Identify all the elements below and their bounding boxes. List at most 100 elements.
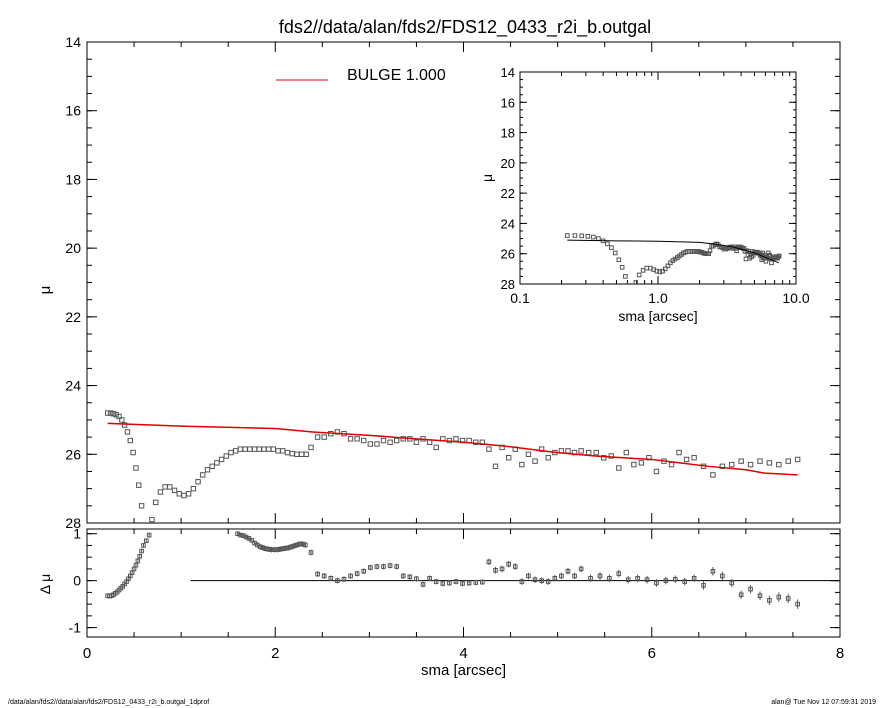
inset-x-tick-label: 1.0 — [648, 290, 668, 306]
residual-point — [588, 576, 593, 581]
y-tick-label: 16 — [65, 103, 81, 119]
data-point — [347, 436, 354, 442]
residual-point — [453, 579, 459, 584]
x-tick-label: 0 — [83, 645, 91, 662]
data-point — [124, 429, 131, 435]
inset-data-point — [636, 272, 642, 278]
residual-point — [738, 592, 744, 598]
data-point — [195, 479, 201, 485]
data-point — [142, 524, 146, 528]
inset-data-point — [626, 283, 631, 284]
residual-point — [710, 568, 716, 574]
data-point — [121, 422, 128, 428]
residual-point — [512, 564, 518, 569]
data-point — [270, 446, 277, 452]
data-point — [565, 448, 571, 454]
inset-axes-frame — [519, 71, 797, 285]
bulge-model-line — [107, 422, 798, 476]
data-point — [181, 492, 187, 499]
data-point — [138, 503, 145, 509]
data-point — [133, 465, 139, 471]
data-point — [593, 449, 599, 456]
residual-point — [644, 577, 650, 583]
residual-point — [625, 577, 631, 583]
residual-point — [729, 580, 735, 586]
residual-point — [361, 568, 367, 574]
inset-data-point — [619, 265, 625, 270]
data-point — [127, 437, 133, 444]
data-point — [284, 449, 291, 456]
data-point — [149, 516, 155, 523]
residual-point — [133, 562, 139, 568]
inset-data-point — [665, 263, 671, 269]
residual-point — [720, 573, 725, 579]
residual-point — [249, 537, 255, 543]
residual-point — [297, 541, 303, 547]
data-point — [162, 484, 168, 490]
data-point — [153, 499, 159, 506]
residual-point — [141, 543, 146, 548]
data-point — [683, 456, 690, 463]
inset-y-tick-label: 14 — [501, 65, 515, 80]
data-point — [710, 472, 716, 478]
residual-point — [682, 579, 687, 584]
data-point — [623, 449, 630, 456]
inset-bulge-model-line — [567, 239, 779, 264]
inset-data-point — [591, 234, 596, 240]
residual-point — [552, 576, 558, 581]
data-point — [794, 456, 801, 463]
x-tick-label: 8 — [836, 645, 844, 662]
residual-point — [473, 580, 479, 585]
residual-point — [288, 544, 294, 550]
data-point — [321, 434, 327, 440]
inset-data-point — [776, 253, 782, 259]
inset-y-tick-label: 22 — [501, 186, 515, 201]
x-tick-label: 6 — [648, 645, 656, 662]
residual-point — [407, 574, 413, 580]
data-point — [294, 451, 300, 457]
data-point — [275, 448, 281, 454]
residual-point — [607, 576, 612, 581]
data-point — [233, 448, 239, 454]
residual-point — [526, 573, 531, 579]
data-point — [776, 461, 782, 468]
data-point — [545, 455, 551, 461]
residual-point — [493, 568, 498, 573]
residual-point — [381, 564, 386, 569]
inset-x-tick-label: 10.0 — [782, 290, 809, 306]
data-point — [265, 446, 272, 452]
inset-data-point — [657, 269, 663, 275]
x-tick-label: 2 — [271, 645, 279, 662]
data-point — [585, 449, 592, 456]
x-tick-label: 4 — [459, 645, 467, 662]
data-point — [380, 437, 387, 444]
inset-log-profile-panel: 14 16 18 20 22 24 26 280.1 1.0 10.0 sma [arcsec] μ — [479, 65, 810, 324]
data-point — [107, 410, 114, 416]
data-point — [367, 441, 374, 447]
residual-point — [328, 576, 334, 581]
residual-point — [578, 566, 584, 572]
inset-data-point — [609, 245, 614, 250]
data-point — [185, 491, 192, 497]
inset-y-tick-label: 18 — [501, 126, 515, 141]
data-point — [136, 482, 142, 488]
footer-timestamp: alan@ Tue Nov 12 07:59:31 2019 — [771, 699, 876, 706]
inset-data-point — [706, 251, 711, 257]
residual-point — [776, 594, 782, 600]
residual-point — [414, 576, 419, 582]
residual-point — [272, 547, 277, 552]
data-point — [638, 460, 645, 466]
residual-point — [748, 586, 753, 592]
inset-y-tick-label: 28 — [501, 277, 515, 292]
data-point — [289, 450, 295, 457]
plot-area — [564, 233, 782, 284]
data-point — [105, 410, 111, 416]
y-axis-label: μ — [37, 286, 54, 295]
residual-point — [143, 538, 149, 544]
residual-point — [400, 573, 406, 579]
residual-point — [440, 581, 446, 586]
data-point — [214, 460, 220, 466]
data-point — [393, 437, 400, 444]
residual-point — [283, 545, 288, 551]
